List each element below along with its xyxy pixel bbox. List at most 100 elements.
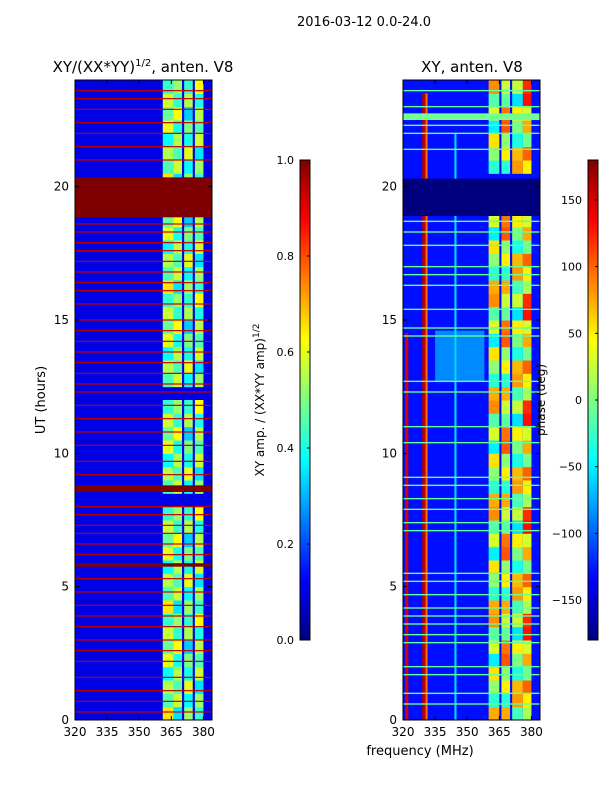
left-strip [75,340,212,342]
right-band-cell [501,386,511,401]
right-green-line [403,265,540,268]
left-strip [75,290,212,292]
left-band-cell [194,400,204,414]
right-band-cell [501,226,511,241]
right-band-cell [512,680,523,694]
right-heatmap-cells [403,80,540,721]
right-band-cell [512,80,523,94]
left-band-cell [194,160,204,174]
right-band-cell [488,240,500,254]
left-band-cell [162,440,174,454]
right-region-cell [435,330,485,382]
left-band-cell [173,626,183,641]
left-band-cell [184,613,193,628]
left-band-cell [162,213,174,228]
right-band-cell [512,413,523,428]
right-band-cell [522,480,532,494]
left-band-cell [184,586,193,601]
left-flagged-row [75,563,212,567]
right-band-cell [501,706,511,721]
left-band-cell [194,333,204,348]
right-band-cell [512,120,523,134]
right-green-line [403,391,540,393]
right-band-cell [512,266,523,281]
left-band-cell [194,560,204,574]
left-strip [75,122,212,124]
right-band-cell [522,640,532,654]
right-band-cell [522,160,532,174]
left-band-cell [173,706,183,721]
left-strip [75,639,212,641]
right-band-cell [512,466,523,481]
left-band-cell [173,80,183,94]
right-band-cell [512,320,523,334]
left-band-cell [194,120,204,134]
left-x-ticks: 320 335 350 365 380 [64,80,215,739]
right-band-cell [512,626,523,641]
left-strip [75,330,212,332]
left-band-cell [173,600,183,614]
left-strip [75,372,212,374]
left-heatmap-cells [75,80,212,721]
right-xtick-label: 320 [392,725,415,739]
right-green-line [403,593,540,596]
left-band-cell [162,346,174,361]
right-band-cell [501,400,511,414]
right-band-cell [522,546,532,561]
left-colorbar [299,159,311,641]
right-band-cell [488,560,500,574]
left-band-cell [162,226,174,241]
right-green-line [403,335,540,337]
left-band-cell [162,426,174,441]
left-band-cell [173,120,183,134]
left-band-cell [184,533,193,548]
right-band-cell [488,333,500,348]
right-band-cell [488,226,500,241]
figure-suptitle: 2016-03-12 0.0-24.0 [297,15,431,30]
right-band-cell [522,653,532,668]
left-strip [75,650,212,652]
left-band-cell [184,653,193,668]
left-band-cell [173,133,183,148]
right-band-cell [512,306,523,321]
left-band-cell [184,320,193,334]
left-band-cell [194,506,204,521]
right-band-cell [522,600,532,614]
right-green-line [403,633,540,636]
right-band-cell [488,413,500,428]
left-xtick-label: 335 [96,725,119,739]
left-band-cell [194,226,204,241]
left-band-cell [162,626,174,641]
left-band-cell [184,373,193,388]
right-band-cell [522,666,532,681]
right-band-cell [488,346,500,361]
left-band-cell [162,506,174,521]
left-band-cell [194,213,204,228]
right-band-cell [522,80,532,94]
left-band-cell [162,706,174,721]
right-band-cell [522,306,532,321]
left-band-cell [173,520,183,534]
right-band-cell [512,440,523,454]
left-band-cell [184,426,193,441]
right-band-cell [512,346,523,361]
left-strip [75,223,212,225]
left-band-cell [184,680,193,694]
left-band-cell [173,306,183,321]
left-band-cell [194,680,204,694]
left-strip [75,404,212,406]
left-band-cell [194,666,204,681]
left-title-tail: , anten. V8 [151,58,233,76]
left-band-cell [173,586,183,601]
right-green-line [403,231,540,233]
left-strip [75,383,212,385]
right-band-cell [501,120,511,134]
left-strip [75,474,212,476]
left-band-cell [194,586,204,601]
left-y-ticks: 0 5 10 15 20 [54,180,212,727]
right-band-cell [512,480,523,494]
right-band-cell [501,146,511,161]
left-band-cell [173,680,183,694]
left-strip [75,271,212,273]
left-strip [75,282,212,284]
